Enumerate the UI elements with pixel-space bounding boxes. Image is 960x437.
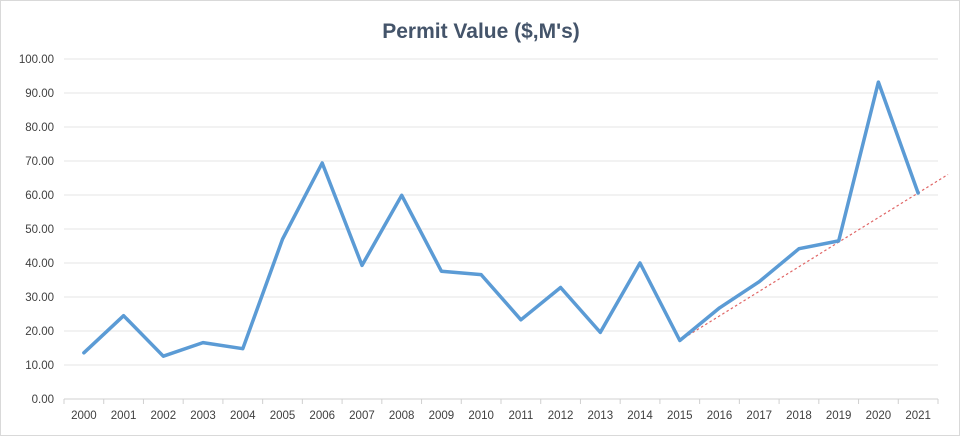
data-point bbox=[161, 354, 165, 358]
x-axis-tick-labels: 2000 2001 2002 2003 2004 2005 2006 2007 2008 2009… bbox=[71, 410, 931, 422]
y-tick-label: 90.00 bbox=[25, 88, 54, 100]
gridlines bbox=[63, 58, 939, 404]
data-point bbox=[559, 285, 563, 289]
data-point bbox=[82, 351, 86, 355]
data-point bbox=[837, 239, 841, 243]
chart-title: Permit Value ($,M's) bbox=[382, 20, 580, 43]
data-point bbox=[320, 161, 324, 165]
data-point bbox=[201, 341, 205, 345]
x-tick-label: 2016 bbox=[707, 410, 733, 422]
y-tick-label: 0.00 bbox=[32, 394, 54, 406]
series-line bbox=[82, 80, 920, 358]
x-tick-label: 2021 bbox=[905, 410, 931, 422]
series-layer bbox=[82, 80, 920, 358]
x-tick-label: 2017 bbox=[746, 410, 772, 422]
x-tick-label: 2000 bbox=[71, 410, 97, 422]
data-point bbox=[797, 247, 801, 251]
x-tick-label: 2007 bbox=[349, 410, 375, 422]
x-tick-label: 2013 bbox=[588, 410, 614, 422]
data-point bbox=[598, 330, 602, 334]
y-axis-tick-labels: 0.00 10.00 20.00 30.00 40.00 50.00 60.00 70.00 8… bbox=[19, 54, 54, 406]
x-tick-label: 2012 bbox=[548, 410, 574, 422]
data-point bbox=[678, 339, 682, 343]
data-point bbox=[241, 347, 245, 351]
y-tick-label: 50.00 bbox=[25, 224, 54, 236]
data-point bbox=[400, 193, 404, 197]
x-tick-label: 2015 bbox=[667, 410, 693, 422]
y-tick-label: 70.00 bbox=[25, 156, 54, 168]
data-point bbox=[479, 273, 483, 277]
y-tick-label: 10.00 bbox=[25, 360, 54, 372]
y-tick-label: 30.00 bbox=[25, 292, 54, 304]
trendline bbox=[679, 173, 949, 342]
y-tick-label: 100.00 bbox=[19, 54, 54, 66]
x-tick-label: 2011 bbox=[508, 410, 533, 422]
data-point bbox=[360, 263, 364, 267]
data-point bbox=[122, 314, 126, 318]
x-tick-label: 2004 bbox=[230, 410, 256, 422]
x-tick-label: 2001 bbox=[111, 410, 137, 422]
trendline-layer bbox=[679, 173, 949, 342]
data-point bbox=[519, 318, 523, 322]
x-tick-label: 2020 bbox=[866, 410, 892, 422]
x-tick-label: 2019 bbox=[826, 410, 852, 422]
data-point bbox=[638, 261, 642, 265]
data-point bbox=[916, 191, 920, 195]
x-tick-label: 2014 bbox=[627, 410, 653, 422]
y-tick-label: 80.00 bbox=[25, 122, 54, 134]
x-tick-label: 2002 bbox=[151, 410, 177, 422]
x-tick-label: 2010 bbox=[468, 410, 494, 422]
data-point bbox=[757, 280, 761, 284]
data-point bbox=[876, 80, 880, 84]
x-tick-label: 2006 bbox=[309, 410, 335, 422]
y-tick-label: 20.00 bbox=[25, 326, 54, 338]
x-tick-label: 2005 bbox=[270, 410, 296, 422]
x-tick-label: 2018 bbox=[786, 410, 812, 422]
x-tick-label: 2008 bbox=[389, 410, 415, 422]
y-tick-label: 40.00 bbox=[25, 258, 54, 270]
x-tick-label: 2009 bbox=[429, 410, 455, 422]
data-point bbox=[439, 269, 443, 273]
data-point bbox=[718, 306, 721, 310]
x-tick-label: 2003 bbox=[190, 410, 216, 422]
data-point bbox=[281, 237, 284, 241]
y-tick-label: 60.00 bbox=[25, 190, 54, 202]
